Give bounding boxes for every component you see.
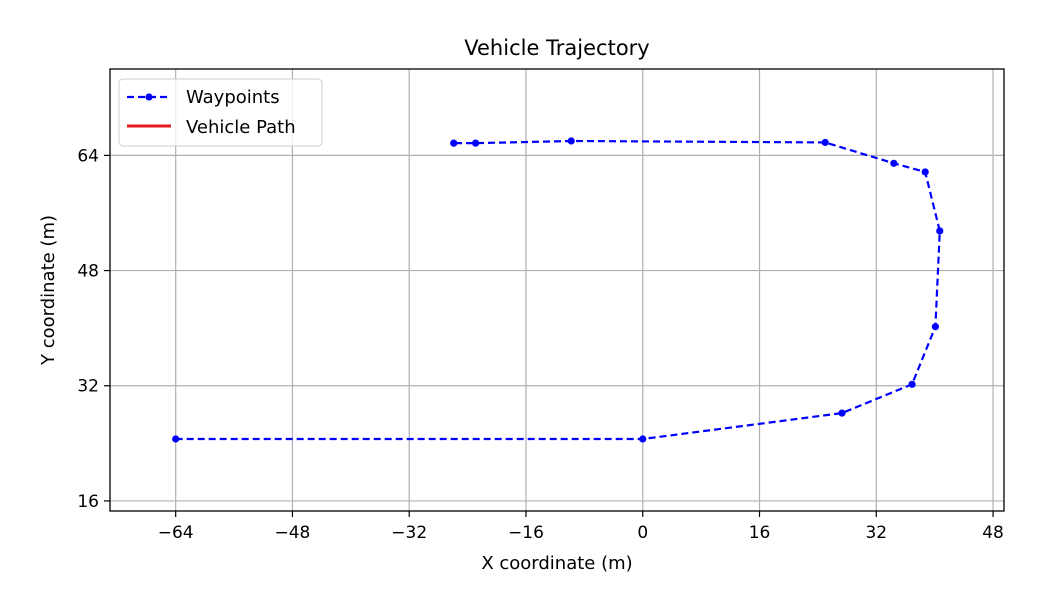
data-point-waypoints — [908, 380, 916, 388]
y-tick-label: 64 — [77, 146, 99, 166]
chart-title: Vehicle Trajectory — [464, 36, 649, 60]
legend-box — [118, 78, 323, 147]
legend-label-waypoints: Waypoints — [186, 87, 280, 108]
data-point-waypoints — [921, 168, 929, 176]
data-point-waypoints — [936, 227, 944, 235]
x-tick-label: −48 — [275, 523, 311, 543]
x-tick-label: 0 — [637, 523, 648, 543]
y-tick-label: 48 — [77, 262, 99, 282]
plot-frame — [109, 68, 1005, 512]
series-line-waypoints — [175, 139, 941, 441]
y-tick-label: 32 — [77, 377, 99, 397]
data-point-waypoints — [639, 435, 647, 443]
legend: Waypoints Vehicle Path — [118, 78, 323, 147]
x-tick-label: 48 — [982, 523, 1004, 543]
data-point-waypoints — [172, 435, 180, 443]
legend-label-vehicle-path: Vehicle Path — [186, 117, 296, 138]
data-point-waypoints — [838, 409, 846, 417]
x-tick-label: −32 — [391, 523, 427, 543]
x-axis-title: X coordinate (m) — [481, 553, 632, 574]
series-layer — [172, 137, 944, 443]
legend-marker-waypoints — [145, 93, 153, 101]
data-point-waypoints — [450, 139, 458, 147]
y-tick-label: 16 — [77, 492, 99, 512]
x-tick-label: 32 — [865, 523, 887, 543]
x-tick-label: −64 — [158, 523, 194, 543]
grid — [110, 69, 1004, 511]
data-point-waypoints — [821, 138, 829, 147]
data-point-waypoints — [567, 137, 575, 145]
data-point-waypoints — [472, 139, 480, 147]
ticks: −64 −48 −32 −16 0 16 32 48 16 32 48 64 — [77, 146, 1004, 543]
x-tick-label: 16 — [749, 523, 771, 543]
data-point-waypoints — [931, 323, 939, 331]
data-point-waypoints — [890, 159, 898, 167]
y-axis-title: Y coordinate (m) — [38, 215, 59, 366]
x-tick-label: −16 — [508, 523, 544, 543]
